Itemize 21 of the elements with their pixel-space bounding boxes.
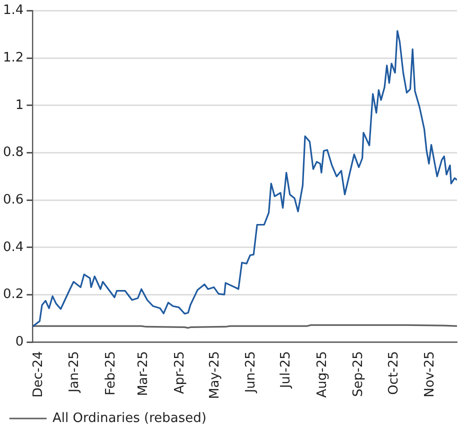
x-tick-label: Mar-25 — [136, 351, 152, 396]
x-tick-label: Oct-25 — [386, 351, 402, 395]
x-tick-label: Nov-25 — [422, 351, 438, 398]
y-tick-label: 0.6 — [2, 192, 24, 208]
x-tick-label: Jan-25 — [67, 351, 82, 394]
x-tick-label: Feb-25 — [103, 351, 118, 396]
y-tick-label: 1.2 — [2, 50, 24, 66]
y-tick-label: 1.4 — [2, 3, 24, 18]
y-tick-label: 0.8 — [2, 145, 24, 160]
x-tick-label: Dec-24 — [30, 351, 46, 398]
x-tick-label: Apr-25 — [172, 351, 188, 394]
x-tick-label: Aug-25 — [314, 351, 330, 398]
y-tick-label: 0.4 — [2, 240, 24, 255]
x-tick-label: Sep-25 — [351, 351, 366, 397]
y-tick-label: 1 — [15, 98, 24, 113]
x-tick-label: Jun-25 — [244, 351, 259, 394]
x-tick-label: May-25 — [207, 351, 222, 400]
x-tick-label: Jul-25 — [278, 351, 294, 390]
y-tick-label: 0.2 — [2, 287, 24, 302]
y-tick-label: 0 — [15, 334, 24, 350]
legend-label: All Ordinaries (rebased) — [52, 410, 206, 426]
